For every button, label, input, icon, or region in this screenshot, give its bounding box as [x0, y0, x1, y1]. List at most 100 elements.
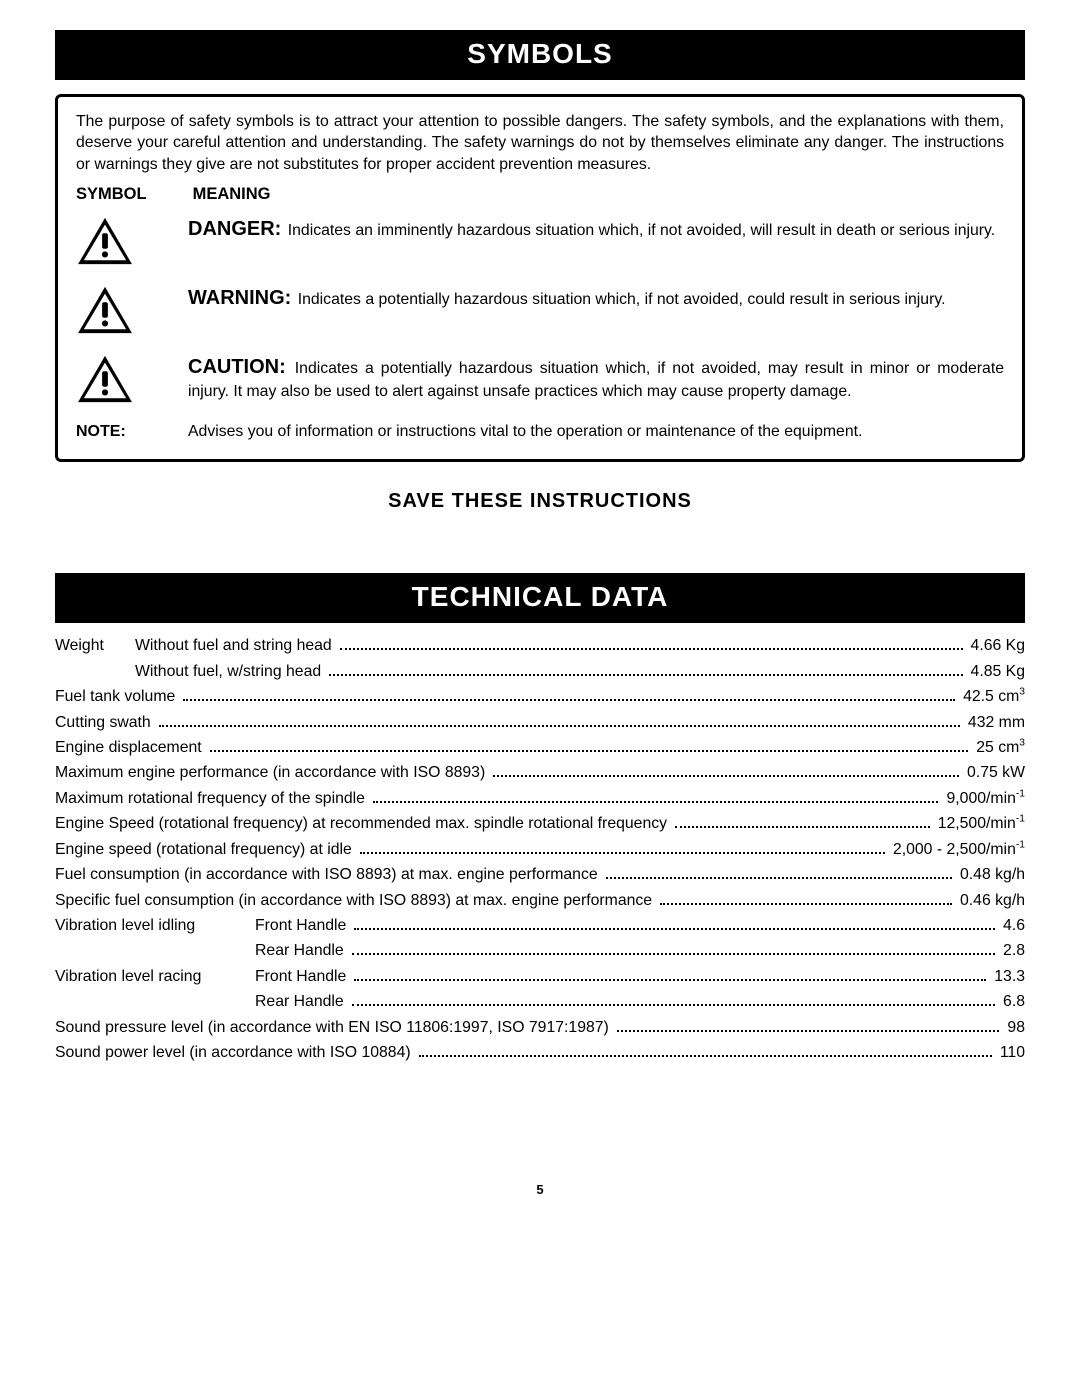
spec-label: Maximum rotational frequency of the spin…	[55, 790, 369, 808]
spec-label: Front Handle	[255, 917, 350, 935]
spec-row: Maximum rotational frequency of the spin…	[55, 789, 1025, 807]
spec-label: Front Handle	[255, 968, 350, 986]
spec-value: 42.5 cm3	[959, 688, 1025, 706]
spec-leader-dots	[354, 917, 995, 930]
note-row: NOTE: Advises you of information or inst…	[76, 423, 1004, 441]
spec-label: Rear Handle	[255, 942, 348, 960]
spec-row: Sound pressure level (in accordance with…	[55, 1018, 1025, 1036]
spec-leader-dots	[675, 815, 930, 828]
warning-triangle-icon	[76, 354, 134, 404]
spec-leader-dots	[329, 662, 962, 675]
save-instructions: SAVE THESE INSTRUCTIONS	[55, 490, 1025, 513]
spec-leader-dots	[617, 1018, 1000, 1031]
definition-body: Indicates a potentially hazardous situat…	[188, 360, 1004, 400]
spec-row: Rear Handle 6.8	[55, 993, 1025, 1011]
symbol-icon-cell	[76, 216, 188, 271]
spec-row: WeightWithout fuel and string head4.66 K…	[55, 637, 1025, 655]
spec-prelabel: Vibration level idling	[55, 917, 255, 935]
spec-value: 2,000 - 2,500/min-1	[889, 841, 1025, 859]
symbol-definition-row: WARNING: Indicates a potentially hazardo…	[76, 285, 1004, 340]
col-header-symbol: SYMBOL	[76, 185, 188, 204]
spec-leader-dots	[354, 967, 986, 980]
spec-label: Fuel consumption (in accordance with ISO…	[55, 866, 602, 884]
spec-value-sup: -1	[1016, 789, 1025, 800]
spec-value: 25 cm3	[972, 739, 1025, 757]
spec-label: Cutting swath	[55, 714, 155, 732]
spec-row: Specific fuel consumption (in accordance…	[55, 891, 1025, 909]
spec-value-sup: 3	[1019, 687, 1025, 698]
spec-value: 2.8	[999, 942, 1025, 960]
spec-row: Engine speed (rotational frequency) at i…	[55, 840, 1025, 858]
spec-row: Cutting swath 432 mm	[55, 713, 1025, 731]
spec-row: Rear Handle 2.8	[55, 942, 1025, 960]
spec-leader-dots	[660, 891, 952, 904]
symbols-column-headers: SYMBOL MEANING	[76, 185, 1004, 204]
spec-row: Engine displacement 25 cm3	[55, 739, 1025, 757]
symbols-box: The purpose of safety symbols is to attr…	[55, 94, 1025, 462]
spec-value: 9,000/min-1	[942, 790, 1025, 808]
symbol-icon-cell	[76, 354, 188, 409]
spec-row: Maximum engine performance (in accordanc…	[55, 764, 1025, 782]
note-label: NOTE:	[76, 423, 188, 441]
spec-label: Engine displacement	[55, 739, 206, 757]
symbol-definition-text: WARNING: Indicates a potentially hazardo…	[188, 285, 1004, 312]
symbol-definition-text: CAUTION: Indicates a potentially hazardo…	[188, 354, 1004, 402]
spec-value: 13.3	[990, 968, 1025, 986]
spec-value: 0.48 kg/h	[956, 866, 1025, 884]
spec-leader-dots	[419, 1044, 992, 1057]
spec-value: 0.75 kW	[963, 764, 1025, 782]
symbol-definition-row: DANGER: Indicates an imminently hazardou…	[76, 216, 1004, 271]
spec-row: Fuel tank volume 42.5 cm3	[55, 688, 1025, 706]
spec-row: Fuel consumption (in accordance with ISO…	[55, 866, 1025, 884]
spec-leader-dots	[352, 942, 995, 955]
symbol-definition-row: CAUTION: Indicates a potentially hazardo…	[76, 354, 1004, 409]
spec-label: Specific fuel consumption (in accordance…	[55, 892, 656, 910]
spec-value: 4.6	[999, 917, 1025, 935]
note-text: Advises you of information or instructio…	[188, 423, 1004, 441]
col-header-meaning: MEANING	[193, 185, 271, 203]
spec-prelabel: Weight	[55, 637, 135, 655]
spec-value: 4.85 Kg	[967, 663, 1025, 681]
spec-label: Engine Speed (rotational frequency) at r…	[55, 815, 671, 833]
spec-label: Rear Handle	[255, 993, 348, 1011]
symbol-icon-cell	[76, 285, 188, 340]
spec-row: Vibration level idlingFront Handle 4.6	[55, 917, 1025, 935]
definition-lead: WARNING:	[188, 287, 291, 309]
spec-value: 4.66 Kg	[967, 637, 1025, 655]
section-header-symbols: SYMBOLS	[55, 30, 1025, 80]
spec-row: Engine Speed (rotational frequency) at r…	[55, 815, 1025, 833]
spec-label: Maximum engine performance (in accordanc…	[55, 764, 489, 782]
spec-value-sup: -1	[1016, 839, 1025, 850]
warning-triangle-icon	[76, 285, 134, 335]
spec-label: Fuel tank volume	[55, 688, 179, 706]
spec-label: Without fuel, w/string head	[135, 663, 325, 681]
spec-row: Vibration level racingFront Handle 13.3	[55, 967, 1025, 985]
spec-value: 432 mm	[964, 714, 1025, 732]
spec-value-sup: 3	[1019, 738, 1025, 749]
spec-leader-dots	[373, 789, 939, 802]
spec-label: Sound pressure level (in accordance with…	[55, 1019, 613, 1037]
definition-lead: CAUTION:	[188, 356, 286, 378]
spec-value: 6.8	[999, 993, 1025, 1011]
definition-body: Indicates a potentially hazardous situat…	[293, 291, 945, 308]
spec-row: Without fuel, w/string head 4.85 Kg	[55, 662, 1025, 680]
spec-leader-dots	[183, 688, 955, 701]
spec-value: 0.46 kg/h	[956, 892, 1025, 910]
spec-label: Engine speed (rotational frequency) at i…	[55, 841, 356, 859]
spec-leader-dots	[606, 866, 952, 879]
definition-body: Indicates an imminently hazardous situat…	[283, 222, 995, 239]
spec-prelabel: Vibration level racing	[55, 968, 255, 986]
definition-lead: DANGER:	[188, 218, 281, 240]
page-number: 5	[55, 1182, 1025, 1197]
spec-value: 12,500/min-1	[934, 815, 1025, 833]
spec-value: 110	[996, 1044, 1025, 1062]
spec-leader-dots	[360, 840, 885, 853]
spec-leader-dots	[210, 739, 969, 752]
spec-label: Sound power level (in accordance with IS…	[55, 1044, 415, 1062]
warning-triangle-icon	[76, 216, 134, 266]
symbols-intro: The purpose of safety symbols is to attr…	[76, 111, 1004, 175]
section-header-technical-data: TECHNICAL DATA	[55, 573, 1025, 623]
spec-leader-dots	[493, 764, 959, 777]
spec-leader-dots	[159, 713, 960, 726]
spec-leader-dots	[352, 993, 995, 1006]
